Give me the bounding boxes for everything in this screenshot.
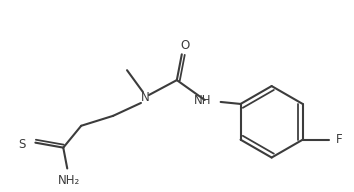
Text: S: S xyxy=(18,138,25,151)
Text: NH₂: NH₂ xyxy=(58,174,80,187)
Text: NH: NH xyxy=(194,94,212,108)
Text: F: F xyxy=(336,133,342,146)
Text: N: N xyxy=(141,91,149,104)
Text: O: O xyxy=(180,39,189,52)
